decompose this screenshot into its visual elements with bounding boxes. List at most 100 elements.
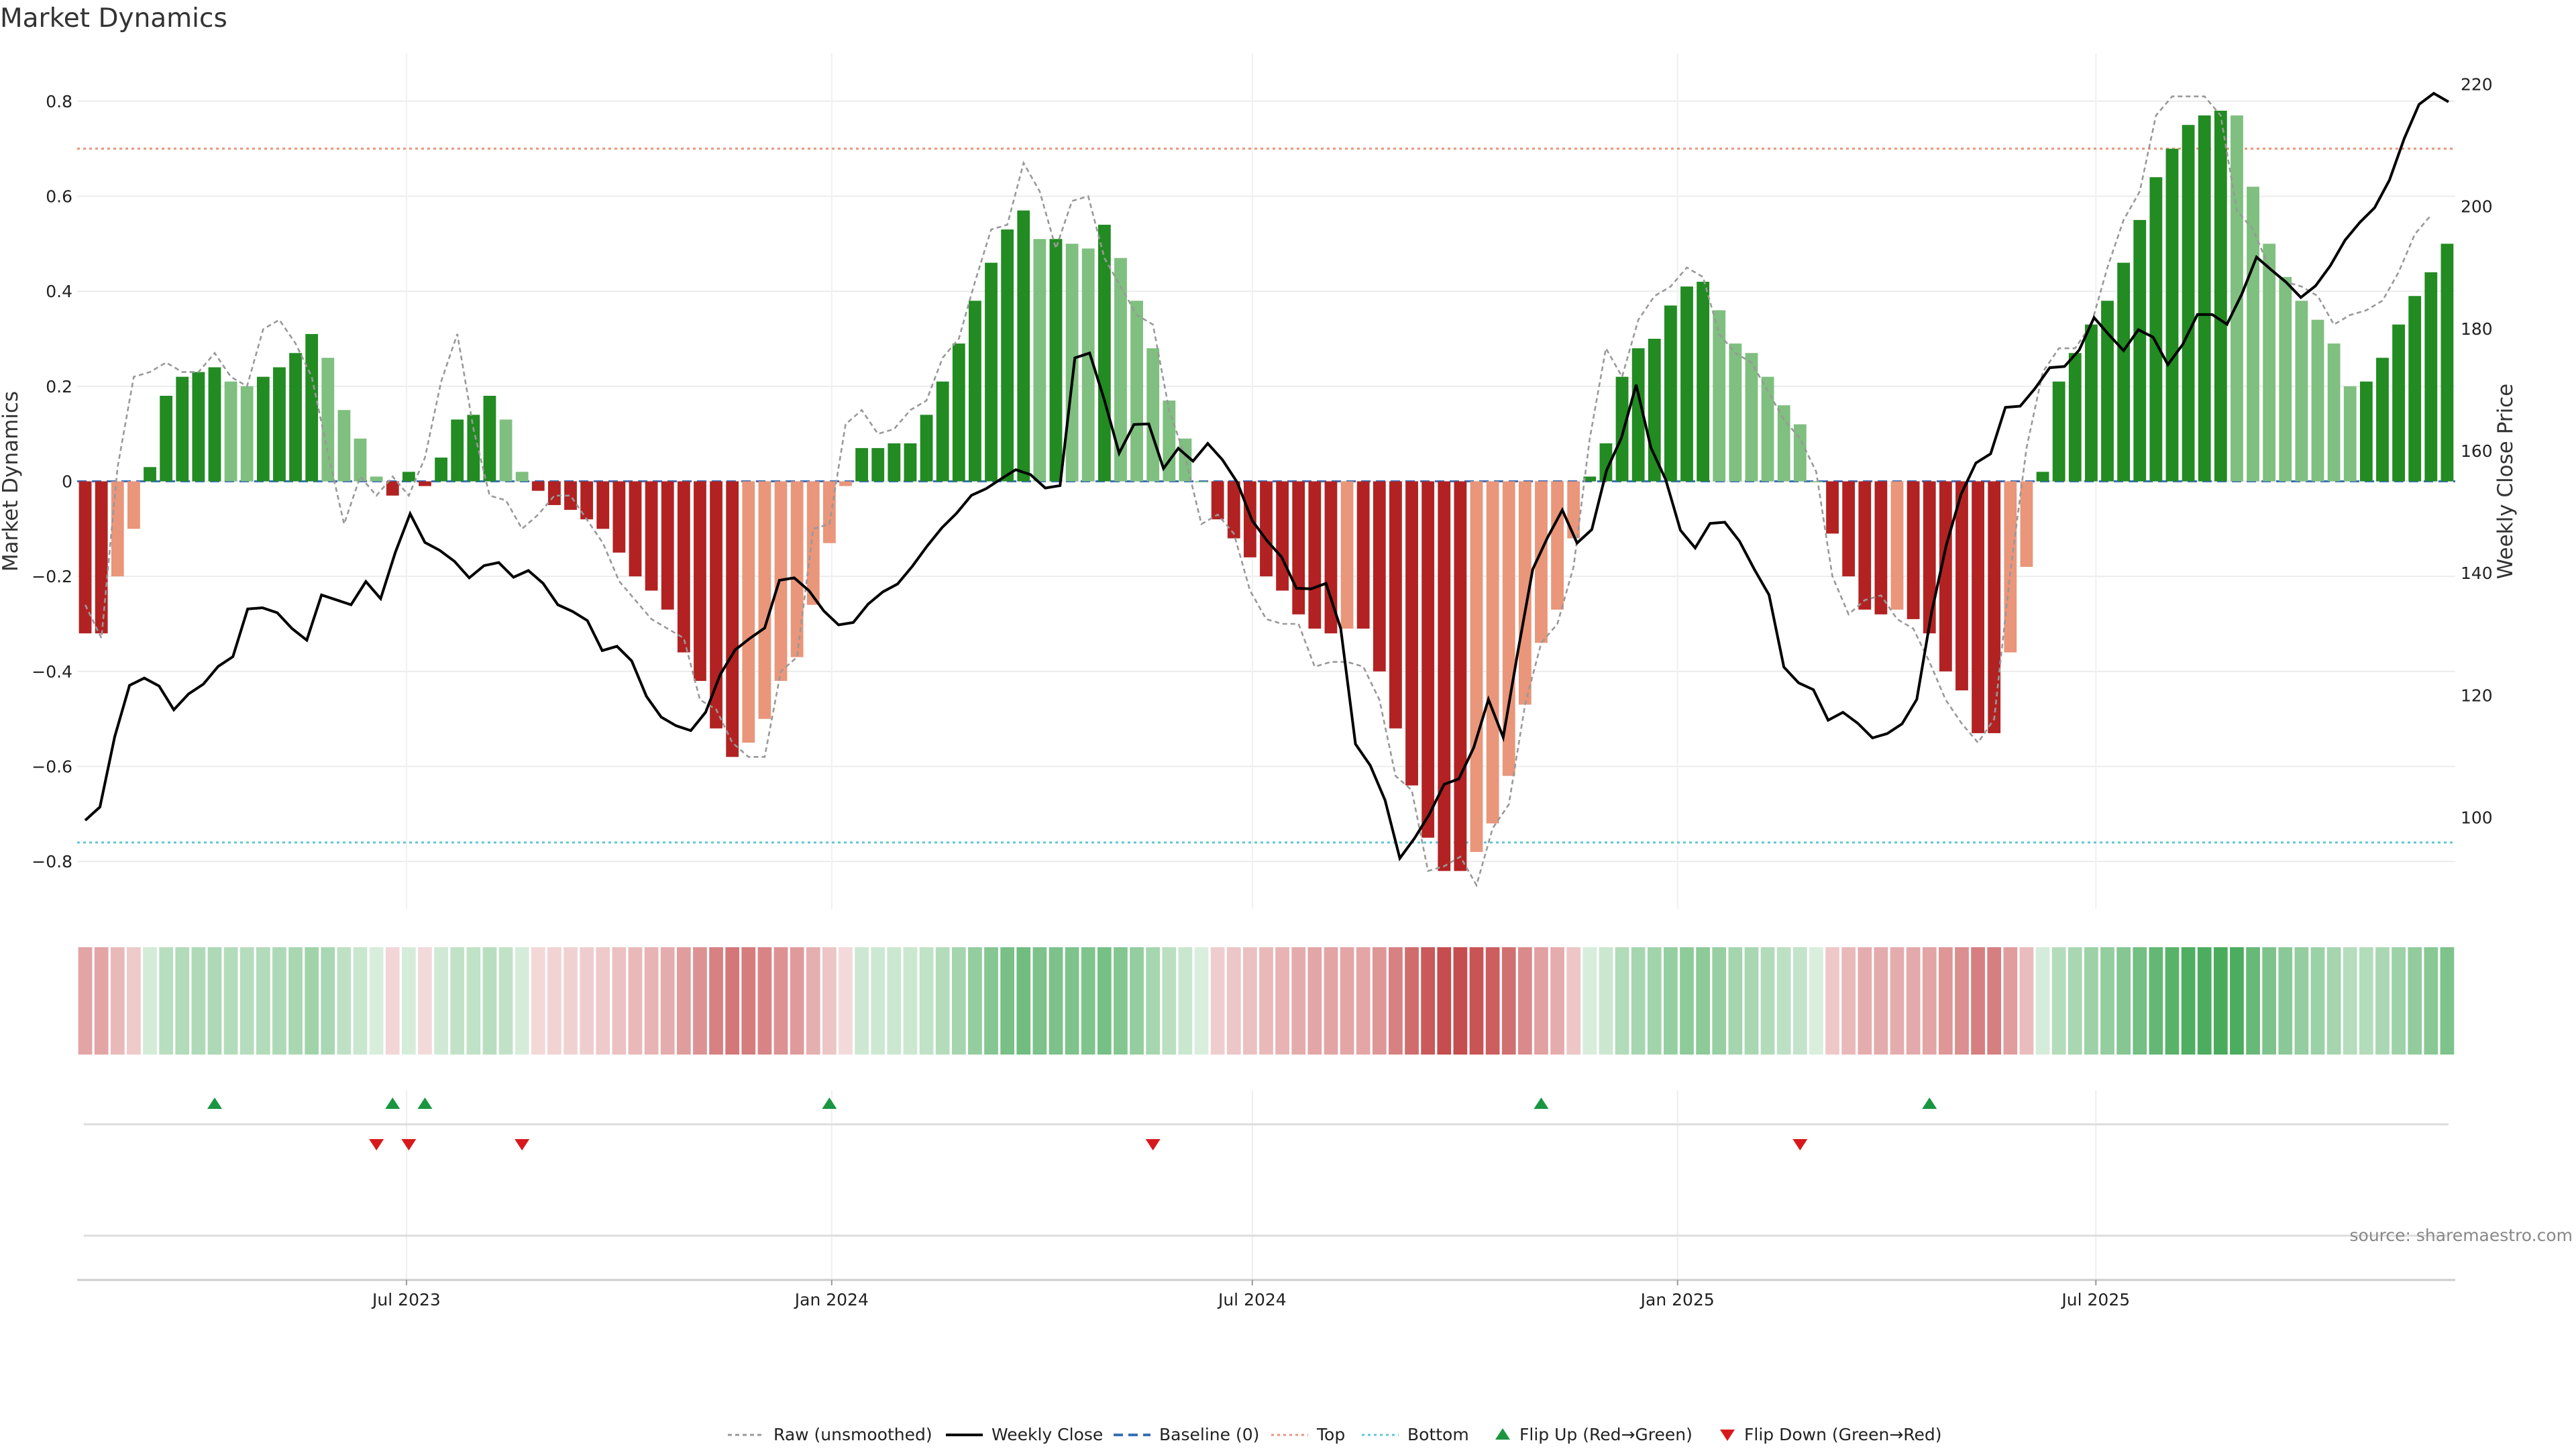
- source-credit: source: sharemaestro.com: [2350, 1226, 2573, 1245]
- left-tick-label: −0.6: [32, 757, 72, 777]
- momentum-bar: [2311, 319, 2324, 482]
- heat-cell: [903, 947, 918, 1055]
- heat-cell: [191, 947, 206, 1055]
- heat-cell: [1728, 947, 1743, 1055]
- flip-down-marker: [1145, 1139, 1161, 1150]
- heat-cell: [1469, 947, 1484, 1055]
- x-tick-label: Jan 2025: [1640, 1290, 1715, 1309]
- legend-swatch-flip-down: [1720, 1430, 1735, 1441]
- momentum-bar: [2376, 358, 2389, 482]
- flip-down-marker: [515, 1139, 530, 1150]
- left-tick-label: 0.8: [46, 92, 72, 111]
- heat-cell: [2019, 947, 2034, 1055]
- heat-cell: [2003, 947, 2018, 1055]
- momentum-bar: [1648, 339, 1661, 482]
- momentum-bar: [1890, 481, 1904, 610]
- heat-cell: [1275, 947, 1289, 1055]
- left-axis-ticks: −0.8 −0.6 −0.4 −0.2 0 0.2 0.4 0.6 0.8: [32, 92, 72, 871]
- momentum-bar: [1065, 244, 1079, 482]
- legend-label: Flip Down (Green→Red): [1744, 1425, 1942, 1444]
- momentum-bar: [1761, 376, 1774, 482]
- heat-cell: [887, 947, 902, 1055]
- momentum-bar: [1454, 481, 1467, 871]
- legend-label: Weekly Close: [991, 1425, 1103, 1444]
- heat-cell: [1890, 947, 1904, 1055]
- momentum-bar: [1583, 476, 1597, 482]
- heat-cell: [1938, 947, 1953, 1055]
- momentum-bar: [2214, 111, 2227, 482]
- heat-cell: [2440, 947, 2455, 1055]
- heat-cell: [855, 947, 869, 1055]
- momentum-bar: [1470, 481, 1483, 852]
- momentum-bar: [1292, 481, 1305, 614]
- flip-panel: [84, 1090, 2449, 1281]
- momentum-bar: [1518, 481, 1532, 705]
- heat-cell: [94, 947, 109, 1055]
- momentum-bar: [2133, 219, 2147, 482]
- heat-cell: [1421, 947, 1436, 1055]
- heat-cell: [1016, 947, 1031, 1055]
- heat-cell: [1453, 947, 1468, 1055]
- momentum-bar: [2440, 244, 2454, 482]
- momentum-bar: [1810, 481, 1823, 482]
- momentum-bar: [1308, 481, 1322, 629]
- heat-cell: [871, 947, 885, 1055]
- heat-cell: [919, 947, 934, 1055]
- heat-cell: [839, 947, 853, 1055]
- flip-up-marker: [822, 1097, 837, 1109]
- flip-down-marker: [401, 1139, 417, 1150]
- momentum-bar: [596, 481, 610, 529]
- momentum-bar: [1826, 481, 1839, 534]
- heat-cell: [305, 947, 319, 1055]
- momentum-bar: [1793, 424, 1807, 482]
- heat-cell: [741, 947, 756, 1055]
- momentum-bar: [564, 481, 577, 510]
- momentum-bars: [78, 111, 2454, 871]
- heat-cell: [2165, 947, 2180, 1055]
- momentum-bar: [1842, 481, 1856, 577]
- heat-cell: [2100, 947, 2114, 1055]
- heat-cell: [1226, 947, 1241, 1055]
- momentum-bar: [531, 481, 545, 491]
- momentum-bar: [1130, 301, 1143, 482]
- momentum-bar: [289, 353, 302, 482]
- momentum-bar: [1097, 225, 1111, 482]
- heat-cell: [418, 947, 432, 1055]
- momentum-bar: [2295, 301, 2308, 482]
- momentum-bar: [710, 481, 722, 729]
- flip-down-marker: [369, 1139, 384, 1150]
- momentum-bar: [742, 481, 755, 743]
- momentum-bar: [985, 262, 998, 482]
- heat-cell: [110, 947, 125, 1055]
- left-tick-label: −0.8: [32, 852, 72, 871]
- heat-cell: [757, 947, 772, 1055]
- heat-cell: [531, 947, 545, 1055]
- legend-swatch-flip-up: [1495, 1428, 1510, 1440]
- momentum-bar: [305, 333, 319, 482]
- heat-cell: [2375, 947, 2390, 1055]
- heat-cell: [1146, 947, 1161, 1055]
- momentum-bar: [1421, 481, 1435, 838]
- left-tick-label: −0.2: [32, 567, 72, 586]
- heat-cell: [1582, 947, 1597, 1055]
- momentum-bar: [612, 481, 626, 553]
- heat-cell: [2326, 947, 2341, 1055]
- heat-cell: [1372, 947, 1387, 1055]
- heat-cell: [1874, 947, 1888, 1055]
- heat-cell: [515, 947, 529, 1055]
- momentum-bar: [1713, 310, 1726, 482]
- heat-cell: [482, 947, 497, 1055]
- flip-up-marker: [1534, 1097, 1549, 1109]
- heat-cell: [1000, 947, 1015, 1055]
- heat-cell: [790, 947, 804, 1055]
- heat-cell: [2084, 947, 2098, 1055]
- momentum-heat-strip: [78, 947, 2455, 1055]
- momentum-bar: [2198, 115, 2211, 482]
- momentum-bar: [224, 381, 237, 482]
- heat-cell: [272, 947, 286, 1055]
- momentum-bar: [1227, 481, 1240, 539]
- heat-cell: [1922, 947, 1937, 1055]
- momentum-bar: [2263, 244, 2276, 482]
- heat-cell: [1712, 947, 1727, 1055]
- heat-cell: [2343, 947, 2357, 1055]
